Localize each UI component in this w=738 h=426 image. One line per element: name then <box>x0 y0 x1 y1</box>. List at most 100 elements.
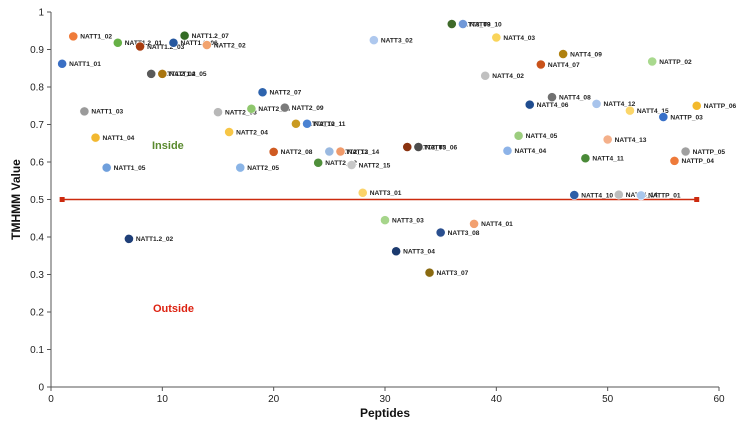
data-point-label: NATT2_11 <box>314 121 346 128</box>
data-point-label: NATT4_03 <box>503 35 535 42</box>
data-point <box>179 30 190 41</box>
x-axis-title: Peptides <box>360 406 410 420</box>
data-point <box>435 227 446 238</box>
data-point-label: NATT4_01 <box>481 221 513 228</box>
data-point <box>502 145 513 156</box>
data-point <box>558 49 569 59</box>
data-point-label: NATT2_15 <box>359 162 391 169</box>
data-points: NATT1_01 NATT1_02 NATT1_03 NATT1_04 NATT1_05… <box>57 19 737 278</box>
data-point-label: NATT3_04 <box>403 249 435 256</box>
data-point-label: NATT3_10 <box>470 21 502 28</box>
data-point <box>547 92 557 103</box>
x-tick-label: 40 <box>491 394 503 405</box>
data-point-label: NATT3_07 <box>437 270 469 277</box>
data-point-label: NATTP_03 <box>670 114 703 121</box>
y-tick-label: 0.1 <box>30 345 44 356</box>
y-tick-label: 0.8 <box>30 83 44 94</box>
data-point-label: NATT4_09 <box>570 51 602 58</box>
data-point <box>424 267 435 278</box>
data-point <box>636 190 646 201</box>
data-point-label: NATT1_02 <box>80 34 112 41</box>
data-point-label: NATT2_09 <box>292 105 324 112</box>
data-point <box>224 127 235 137</box>
data-point <box>201 40 212 50</box>
data-point <box>513 130 524 141</box>
data-point-label: NATTP_04 <box>681 158 714 165</box>
data-point <box>257 87 268 98</box>
threshold-end-marker <box>694 197 700 202</box>
data-point-label: NATT4_05 <box>526 133 558 140</box>
y-axis-title: TMHMM Value <box>9 159 23 240</box>
data-point-label: NATT3_06 <box>425 144 457 151</box>
data-point-label: NATT2_03 <box>225 109 257 116</box>
data-point <box>413 142 424 152</box>
data-point-label: NATT1_03 <box>91 109 123 116</box>
threshold-line-group <box>59 197 700 202</box>
data-point <box>535 59 546 70</box>
data-point-label: NATT2_13 <box>336 149 368 156</box>
data-point <box>146 68 157 79</box>
data-point <box>90 132 101 143</box>
x-ticks: 0 10 20 30 40 50 60 <box>48 387 725 405</box>
data-point-label: NATTP_06 <box>704 103 737 110</box>
data-point <box>480 70 491 81</box>
data-point-label: NATT1.2_07 <box>192 33 230 40</box>
data-point <box>213 107 223 118</box>
x-tick-label: 0 <box>48 394 54 405</box>
data-point-label: NATT4_06 <box>537 102 569 109</box>
data-point <box>79 106 90 117</box>
data-point-label: NATTP_01 <box>648 193 681 200</box>
data-point-label: NATT4_10 <box>581 192 613 199</box>
data-point <box>569 190 580 200</box>
data-point-label: NATT2_05 <box>247 165 279 172</box>
data-point <box>124 233 134 244</box>
y-tick-label: 0.7 <box>30 120 44 131</box>
x-tick-label: 50 <box>602 394 614 405</box>
data-point <box>135 41 145 52</box>
annotations: Inside Outside <box>152 140 194 315</box>
y-tick-label: 0.3 <box>30 270 44 281</box>
data-point <box>524 99 535 110</box>
y-tick-label: 0.5 <box>30 195 44 206</box>
data-point <box>580 153 591 164</box>
data-point <box>157 68 168 79</box>
data-point <box>658 112 669 122</box>
data-point <box>324 146 335 157</box>
data-point <box>469 218 479 229</box>
data-point-label: NATT4_11 <box>592 156 624 163</box>
data-point-label: NATT1_04 <box>103 135 135 142</box>
data-point <box>291 118 301 129</box>
data-point-label: NATT2_08 <box>281 149 313 156</box>
data-point <box>246 103 257 114</box>
x-tick-label: 60 <box>713 394 725 405</box>
x-tick-label: 20 <box>268 394 280 405</box>
data-point <box>168 37 179 48</box>
threshold-start-marker <box>59 197 65 202</box>
data-point <box>491 32 502 43</box>
data-point-label: NATT4_04 <box>514 148 546 155</box>
y-tick-label: 0.9 <box>30 45 44 56</box>
data-point <box>391 246 402 257</box>
data-point <box>402 142 413 152</box>
data-point-label: NATT1_05 <box>114 165 146 172</box>
y-tick-label: 0.4 <box>30 233 44 244</box>
data-point <box>279 102 290 113</box>
data-point-label: NATT4_12 <box>604 101 636 108</box>
data-point <box>446 19 457 29</box>
data-point <box>346 160 357 170</box>
data-point-label: NATT3_03 <box>392 217 424 224</box>
data-point-label: NATT4_08 <box>559 94 591 101</box>
data-point-label: NATT3_05 <box>414 144 446 151</box>
y-tick-label: 0 <box>38 383 44 394</box>
data-point-label: NATT2_14 <box>347 149 379 156</box>
y-tick-label: 0.2 <box>30 308 44 319</box>
data-point-label: NATT1.2_06 <box>180 40 218 47</box>
data-point-label: NATT1.2_04 <box>158 71 196 78</box>
data-point-label: NATT3_01 <box>370 190 402 197</box>
data-point <box>647 56 658 67</box>
y-tick-label: 1 <box>38 8 44 19</box>
data-point <box>268 146 279 157</box>
data-point <box>368 35 379 46</box>
data-point <box>669 155 680 166</box>
